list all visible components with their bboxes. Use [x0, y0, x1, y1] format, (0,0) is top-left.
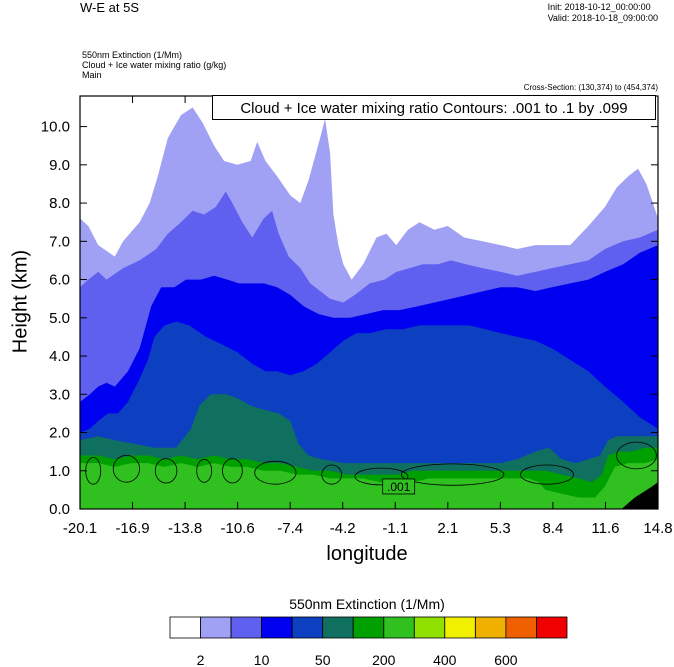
- x-tick-label: 11.6: [591, 520, 619, 537]
- y-axis-label: Height (km): [9, 249, 32, 354]
- y-tick-label: 3.0: [49, 386, 70, 403]
- x-tick-label: -4.2: [330, 520, 356, 537]
- terrain: [621, 482, 658, 509]
- colorbar-swatch-1: [200, 616, 232, 639]
- valid-time: Valid: 2018-10-18_09:00:00: [547, 13, 658, 23]
- plot-area: .001: [80, 96, 658, 509]
- contour-loop-7: [354, 467, 409, 486]
- x-axis-label: longitude: [326, 543, 408, 565]
- y-tick-label: 1.0: [49, 463, 70, 480]
- x-tick-label: 5.3: [490, 520, 511, 537]
- colorbar-swatch-8: [413, 616, 446, 639]
- y-axis: 0.0 1.0 2.0 3.0 4.0 5.0 6.0 7.0 8.0 9.0 10.0: [41, 119, 658, 518]
- colorbar-swatch-9: [444, 616, 476, 639]
- contour-info-box: Cloud + Ice water mixing ratio Contours:…: [212, 95, 656, 120]
- colorbar-swatch-4: [291, 616, 324, 639]
- contour-loop-10: [616, 441, 657, 470]
- field-extinction: 550nm Extinction (1/Mm): [82, 50, 183, 60]
- contour-loop-4: [222, 458, 243, 484]
- colorbar-label: 600: [494, 652, 518, 667]
- mixing-ratio-contours: .001: [85, 441, 658, 509]
- x-tick-label: -16.9: [115, 520, 149, 537]
- field-main: Main: [82, 70, 102, 80]
- extinction-layers: [80, 107, 658, 509]
- contour-loop-1: [112, 454, 141, 483]
- x-tick-label: -10.6: [221, 520, 255, 537]
- colorbar-swatch-2: [230, 616, 263, 639]
- colorbar-swatch-10: [474, 616, 507, 639]
- x-axis: -20.1 -16.9 -13.8 -10.6 -7.4 -4.2 -1.1 2.1 5.3 8.…: [63, 96, 673, 537]
- colorbar-title: 550nm Extinction (1/Mm): [289, 596, 445, 612]
- field-mixing-ratio: Cloud + Ice water mixing ratio (g/kg): [82, 60, 227, 70]
- y-tick-label: 0.0: [49, 501, 70, 518]
- contour-loop-3: [196, 458, 213, 483]
- y-tick-label: 4.0: [49, 348, 70, 365]
- x-tick-label: 14.8: [643, 520, 672, 537]
- x-tick-label: -20.1: [63, 520, 97, 537]
- colorbar-swatch-11: [505, 616, 537, 639]
- colorbar-swatch-0: [169, 616, 201, 639]
- colorbar-label: 2: [197, 652, 205, 667]
- colorbar-label: 50: [315, 652, 331, 667]
- contour-loop-5: [254, 460, 297, 485]
- cross-section-label: Cross-Section: (130,374) to (454,374): [523, 83, 658, 92]
- colorbar-label: 10: [254, 652, 270, 667]
- y-tick-label: 2.0: [49, 425, 70, 442]
- y-tick-label: 5.0: [49, 310, 70, 327]
- colorbar-label: 200: [372, 652, 396, 667]
- init-time: Init: 2018-10-12_00:00:00: [547, 2, 651, 12]
- y-tick-label: 7.0: [49, 233, 70, 250]
- y-tick-label: 8.0: [49, 195, 70, 212]
- colorbar-swatch-6: [352, 616, 385, 639]
- field-descriptions: 550nm Extinction (1/Mm) Cloud + Ice wate…: [82, 50, 226, 80]
- y-tick-label: 10.0: [41, 119, 70, 136]
- plot-title: W-E at 5S: [80, 0, 140, 15]
- contour-label-box: [382, 478, 416, 495]
- x-tick-label: -7.4: [277, 520, 303, 537]
- x-tick-label: 2.1: [437, 520, 458, 537]
- colorbar-swatch-12: [536, 616, 568, 639]
- x-tick-label: 8.4: [542, 520, 563, 537]
- contour-label: .001: [387, 480, 411, 494]
- colorbar-swatch-5: [322, 616, 354, 639]
- time-info: Init: 2018-10-12_00:00:00 Valid: 2018-10…: [548, 2, 658, 24]
- colorbar-swatch-3: [261, 616, 293, 639]
- contour-loop-6: [321, 464, 343, 485]
- y-tick-label: 6.0: [49, 272, 70, 289]
- colorbar: 2 10 50 200 400 600: [169, 616, 568, 667]
- contour-loop-8: [400, 463, 505, 486]
- colorbar-label: 400: [433, 652, 457, 667]
- x-tick-label: -13.8: [168, 520, 202, 537]
- y-tick-label: 9.0: [49, 157, 70, 174]
- contour-loop-2: [154, 458, 178, 484]
- x-tick-label: -1.1: [382, 520, 408, 537]
- colorbar-swatch-7: [383, 616, 415, 639]
- contour-loop-9: [520, 464, 574, 485]
